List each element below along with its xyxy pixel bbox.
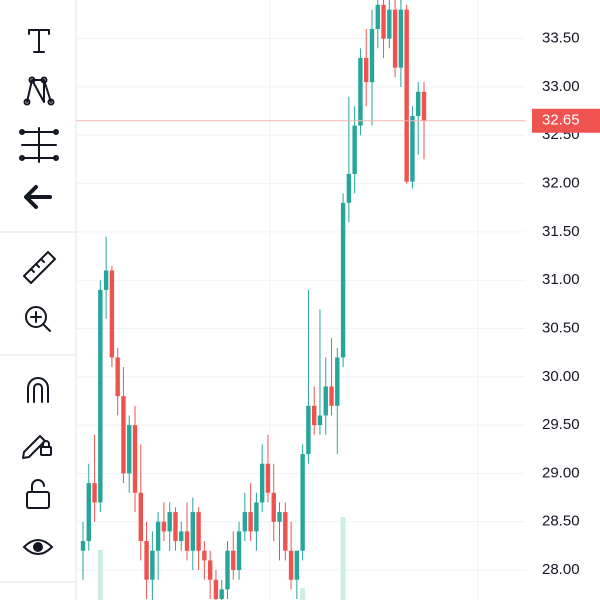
- candle-body: [375, 4, 380, 29]
- candle-body: [219, 589, 224, 600]
- y-tick-label: 30.00: [542, 368, 580, 385]
- candle-body: [369, 28, 375, 83]
- y-tick-label: 29.50: [542, 416, 580, 433]
- volume-bar: [340, 517, 346, 600]
- candle-body: [202, 550, 207, 561]
- candle-body: [300, 454, 305, 551]
- candle-body: [190, 512, 196, 551]
- candle-body: [98, 289, 103, 503]
- candle-body: [121, 396, 126, 474]
- candle-body: [254, 502, 259, 532]
- candle-body: [335, 357, 340, 406]
- volume-bar: [300, 588, 306, 600]
- lock-tool[interactable]: [26, 479, 50, 509]
- candle-body: [207, 560, 213, 580]
- candle-body: [294, 550, 300, 580]
- candle-body: [340, 202, 346, 358]
- zoom-tool[interactable]: [25, 306, 51, 332]
- candle-body: [416, 91, 421, 116]
- y-tick-label: 28.00: [542, 561, 580, 578]
- candle-body: [421, 91, 427, 121]
- candle-body: [213, 579, 219, 600]
- candle-body: [196, 512, 201, 551]
- candle-body: [387, 9, 392, 39]
- y-tick-label: 33.00: [542, 78, 580, 95]
- candle-body: [236, 531, 242, 571]
- candle-body: [329, 386, 334, 406]
- y-tick-label: 29.00: [542, 464, 580, 481]
- candle-body: [80, 541, 86, 551]
- y-tick-label: 33.50: [542, 30, 580, 47]
- candle-body: [115, 357, 120, 397]
- candle-body: [398, 9, 404, 68]
- candle-body: [364, 57, 369, 83]
- plot: 28.00 28.50 29.00 29.50 30.00 30.50 31.00 31.50…: [76, 0, 600, 605]
- ruler-tool[interactable]: [23, 251, 56, 284]
- candle-body: [242, 512, 248, 532]
- y-tick-label: 30.50: [542, 319, 580, 336]
- y-tick-label: 31.50: [542, 223, 580, 240]
- candle-body: [92, 483, 97, 503]
- magnet-tool[interactable]: [27, 377, 49, 403]
- candle-body: [144, 541, 149, 580]
- candle-body: [103, 270, 109, 290]
- y-tick-label: 28.50: [542, 513, 580, 530]
- lock-draw-tool[interactable]: [22, 435, 52, 459]
- y-tick-label: 31.00: [542, 271, 580, 288]
- candle-body: [358, 57, 363, 126]
- candle-body: [288, 550, 294, 580]
- candle-body: [225, 550, 230, 590]
- candle-body: [184, 531, 190, 551]
- candle-body: [381, 4, 386, 39]
- y-tick-label: 32.00: [542, 175, 580, 192]
- candle-body: [404, 9, 409, 182]
- candle-body: [132, 425, 138, 493]
- candle-body: [311, 405, 317, 426]
- candle-body: [179, 531, 184, 542]
- candle-body: [248, 512, 253, 532]
- candle-body: [323, 386, 328, 416]
- candle-body: [155, 521, 161, 551]
- eye-tool[interactable]: [22, 539, 54, 555]
- candle-body: [167, 512, 172, 532]
- candle-body: [277, 512, 282, 522]
- candle-body: [173, 512, 178, 542]
- candle-body: [392, 9, 398, 68]
- candle-body: [109, 270, 115, 358]
- last-price-box: [532, 108, 600, 133]
- candle-body: [346, 173, 352, 203]
- candle-body: [271, 492, 276, 522]
- volume-bar: [97, 550, 103, 600]
- candle-body: [86, 483, 91, 542]
- text-tool[interactable]: [28, 29, 50, 53]
- toolbar: [0, 0, 77, 600]
- candle-body: [317, 415, 323, 426]
- candle-body: [127, 425, 132, 474]
- last-price-label: 32.65: [542, 112, 580, 129]
- back-arrow[interactable]: [24, 185, 52, 209]
- candle-body: [265, 463, 271, 493]
- fib-tool[interactable]: [19, 127, 59, 163]
- candle-body: [161, 521, 167, 532]
- candle-body: [283, 512, 288, 551]
- candle-body: [150, 550, 155, 580]
- candle-body: [259, 463, 265, 503]
- candle-body: [352, 125, 357, 174]
- candle-body: [410, 115, 415, 182]
- toolbar-bg: [0, 0, 76, 600]
- candle-body: [306, 405, 311, 455]
- pattern-tool[interactable]: [23, 76, 55, 106]
- candle-body: [231, 550, 236, 571]
- candle-body: [138, 492, 143, 542]
